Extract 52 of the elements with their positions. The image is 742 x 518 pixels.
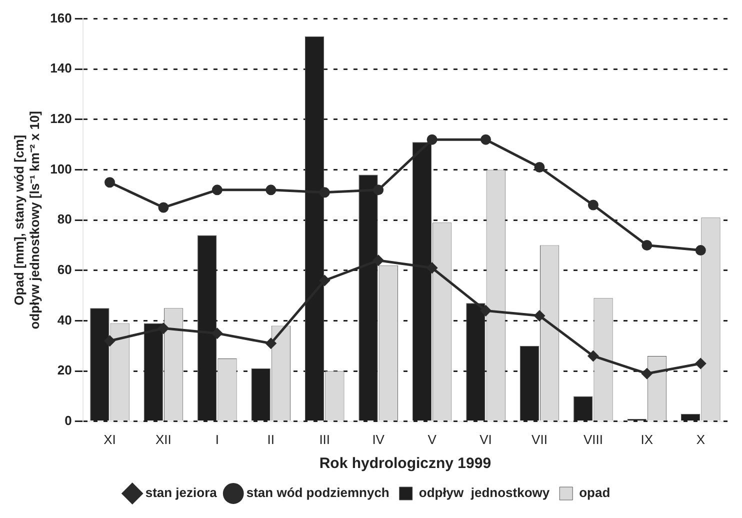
point <box>158 202 169 213</box>
text: Opad [mm], stany wód [cm] <box>11 134 26 306</box>
y-tick-label: 160 <box>50 10 72 26</box>
x-tick-label: X <box>696 432 706 447</box>
x-tick-label: VIII <box>583 432 603 447</box>
point <box>212 184 222 196</box>
x-tick-label: XII <box>156 432 172 447</box>
x-tick-label: VI <box>480 432 492 447</box>
point <box>319 275 330 286</box>
point <box>534 162 545 173</box>
y-tick-label: 100 <box>50 161 72 176</box>
x-axis-title: Rok hydrologiczny 1999 <box>319 455 492 472</box>
y-tick-label: 140 <box>50 60 72 76</box>
x-tick-label: II <box>267 432 275 447</box>
point <box>588 200 598 210</box>
point <box>212 328 222 339</box>
y-tick-label: 40 <box>57 312 72 328</box>
point <box>426 262 438 274</box>
point <box>588 350 598 362</box>
legend-label: stan jeziora <box>145 485 218 500</box>
point <box>158 323 169 334</box>
point <box>266 184 276 196</box>
y-tick-label: 120 <box>50 111 72 126</box>
point <box>695 245 706 256</box>
x-tick-label: VII <box>532 432 548 447</box>
point <box>373 255 384 266</box>
x-tick-label: IV <box>372 432 385 447</box>
point <box>319 187 330 198</box>
point <box>373 184 384 196</box>
point <box>480 134 492 145</box>
x-tick-label: I <box>215 432 219 447</box>
y-tick-label: 80 <box>57 212 72 227</box>
point <box>642 240 652 251</box>
y-tick-label: 20 <box>57 362 72 378</box>
legend-label: odpływ jednostkowy <box>418 485 550 500</box>
point <box>695 358 706 369</box>
x-tick-label: V <box>428 432 437 447</box>
x-tick-label: XI <box>104 432 116 447</box>
legend-label: stan wód podziemnych <box>246 485 390 500</box>
x-tick-label: III <box>319 432 330 447</box>
x-tick-label: IX <box>640 432 654 447</box>
point <box>104 336 115 346</box>
point <box>426 134 438 145</box>
y-tick-label: 0 <box>64 412 72 428</box>
point <box>642 368 652 379</box>
legend-label: opad <box>579 485 610 500</box>
point <box>266 338 276 349</box>
point <box>104 177 115 188</box>
text: odpływ jednostkowy [ls⁻¹ km⁻² x 10] <box>26 110 42 330</box>
point <box>534 310 545 321</box>
point <box>480 305 492 316</box>
y-tick-label: 60 <box>57 262 72 278</box>
